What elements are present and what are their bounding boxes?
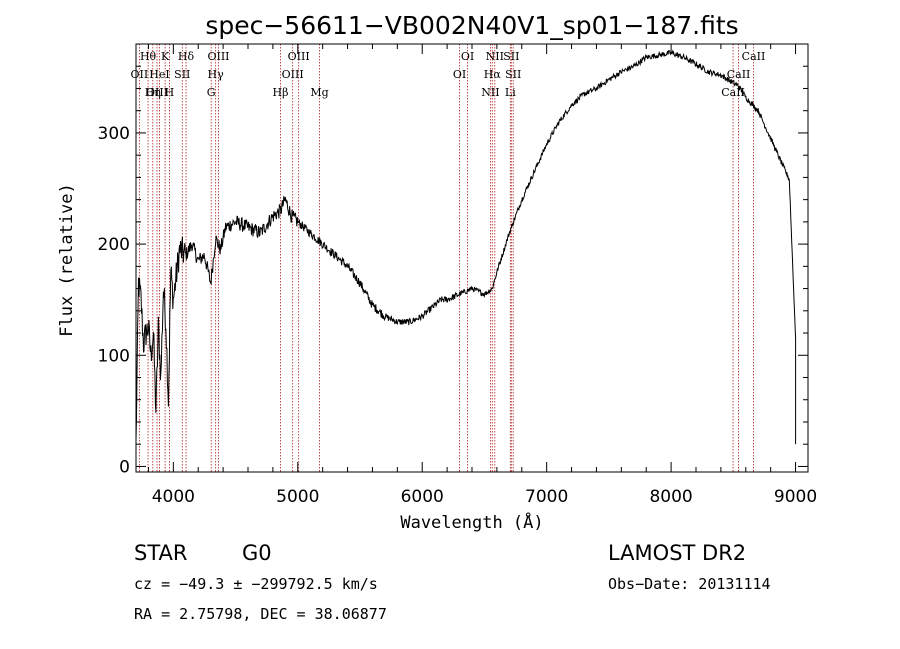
spectral-line-label: CaII <box>742 50 766 63</box>
spectral-line-markers <box>138 44 754 472</box>
spectral-line-label: OII <box>131 68 149 81</box>
spectral-line-label: OI <box>453 68 466 81</box>
x-tick-label: 9000 <box>774 487 817 507</box>
spectral-line-label: H <box>165 86 175 99</box>
object-subclass: G0 <box>242 541 272 565</box>
survey-name: LAMOST DR2 <box>608 541 746 565</box>
spectral-line-label: OIII <box>146 86 168 99</box>
redshift-text: cz = −49.3 ± −299792.5 km/s <box>134 575 378 593</box>
spectral-line-label: NII <box>481 86 499 99</box>
spectral-line-label: SII <box>505 68 521 81</box>
coordinates-text: RA = 2.75798, DEC = 38.06877 <box>134 605 387 623</box>
x-tick-label: 4000 <box>152 487 195 507</box>
spectral-line-label: CaII <box>727 68 751 81</box>
spectral-line-label: Hα <box>484 68 502 81</box>
spectral-line-label: G <box>207 86 216 99</box>
y-tick-label: 300 <box>98 124 130 144</box>
spectrum-line <box>135 49 797 445</box>
plot-frame <box>135 43 809 473</box>
chart-title: spec−56611−VB002N40V1_sp01−187.fits <box>205 11 738 40</box>
spectral-line-label: Hθ <box>140 50 157 63</box>
x-tick-label: 5000 <box>276 487 319 507</box>
spectral-line-label: Hβ <box>273 86 289 99</box>
spectral-line-label: K <box>161 50 170 63</box>
spectral-line-label: HeI <box>149 68 169 81</box>
spectral-line-label: Mg <box>310 86 328 99</box>
y-tick-label: 100 <box>98 346 130 366</box>
object-class: STAR <box>134 541 187 565</box>
spectral-line-label: CaII <box>721 86 745 99</box>
spectral-line-label: OI <box>461 50 474 63</box>
x-tick-label: 8000 <box>649 487 692 507</box>
spectral-line-label: OIII <box>207 50 229 63</box>
spectral-line-label: Li <box>505 86 516 99</box>
axis-ticks: 4000 5000 6000 7000 8000 9000 0 100 200 300 <box>98 44 817 507</box>
spectral-line-label: OIII <box>282 68 304 81</box>
spectral-line-label: Hη <box>145 86 161 99</box>
spectral-line-label: SII <box>503 50 519 63</box>
y-tick-label: 200 <box>98 235 130 255</box>
spectral-line-label: NII <box>486 50 504 63</box>
spectral-line-label: Hδ <box>178 50 195 63</box>
spectral-line-label: SII <box>174 68 190 81</box>
obs-date-text: Obs−Date: 20131114 <box>608 575 771 593</box>
x-axis-label: Wavelength (Å) <box>400 511 543 533</box>
spectral-line-label: Hγ <box>208 68 225 81</box>
x-tick-label: 6000 <box>401 487 444 507</box>
x-tick-label: 7000 <box>525 487 568 507</box>
y-tick-label: 0 <box>119 457 130 477</box>
y-axis-label: Flux (relative) <box>57 183 77 337</box>
spectral-line-label: OIII <box>288 50 310 63</box>
